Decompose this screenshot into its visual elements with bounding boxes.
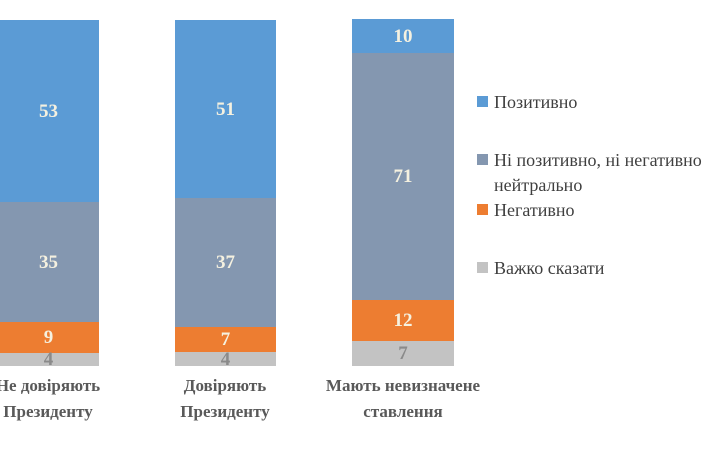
bar-nevyznachene: 10 71 12 7: [352, 19, 454, 366]
legend-swatch-hard-to-say-icon: [477, 262, 488, 273]
value-label: 7: [220, 329, 231, 350]
category-label-ne-doviryayut: Не довіряють Президенту: [0, 373, 148, 425]
legend-label: Негативно: [494, 200, 575, 220]
value-label: 37: [216, 252, 235, 273]
bar-segment-positive: 51: [175, 20, 276, 198]
legend-item-negative: Негативно: [477, 198, 575, 223]
value-label: 9: [43, 327, 54, 348]
value-label: 51: [216, 98, 235, 120]
bar-segment-negative: 9: [0, 322, 99, 353]
value-label: 12: [393, 310, 413, 331]
bar-ne-doviryayut: 53 35 9 4: [0, 20, 99, 370]
value-label: 71: [393, 166, 413, 187]
category-label-doviryayut: Довіряють Президенту: [125, 373, 325, 425]
category-label-line2: ставлення: [363, 402, 443, 421]
category-label-line1: Мають невизначене: [325, 376, 481, 395]
bar-segment-neutral: 71: [352, 53, 454, 300]
category-label-line1: Не довіряють: [0, 376, 101, 395]
bar-segment-neutral: 37: [175, 198, 276, 327]
value-label: 10: [393, 25, 413, 47]
bar-segment-hard-to-say: 4: [175, 348, 276, 370]
legend-swatch-positive-icon: [477, 96, 488, 107]
value-label: 4: [220, 348, 231, 370]
bar-segment-hard-to-say: 7: [352, 341, 454, 366]
legend-label: Ні позитивно, ні негативно: [494, 150, 702, 170]
bar-segment-neutral: 35: [0, 202, 99, 322]
value-label: 53: [39, 100, 58, 122]
bar-doviryayut: 51 37 7 4: [175, 20, 276, 370]
bar-segment-positive: 10: [352, 19, 454, 53]
bar-segment-positive: 53: [0, 20, 99, 202]
legend-item-hard-to-say: Важко сказати: [477, 256, 604, 281]
bar-segment-negative: 7: [175, 327, 276, 352]
category-label-line1: Довіряють: [183, 376, 267, 395]
legend-label: Позитивно: [494, 92, 578, 112]
legend-label: Важко сказати: [494, 258, 605, 278]
bar-segment-negative: 12: [352, 300, 454, 341]
value-label: 7: [398, 343, 408, 364]
category-label-line2: Президенту: [3, 402, 93, 421]
category-label-nevyznachene: Мають невизначене ставлення: [303, 373, 503, 425]
legend-swatch-neutral-icon: [477, 154, 488, 165]
category-label-line2: Президенту: [180, 402, 270, 421]
legend-swatch-negative-icon: [477, 204, 488, 215]
legend-item-neutral: Ні позитивно, ні негативно нейтрально: [477, 148, 702, 198]
legend-item-positive: Позитивно: [477, 90, 577, 115]
bar-segment-hard-to-say: 4: [0, 349, 99, 370]
value-label: 35: [39, 251, 58, 273]
value-label: 4: [43, 349, 54, 370]
legend-label-line2: нейтрально: [494, 175, 583, 195]
